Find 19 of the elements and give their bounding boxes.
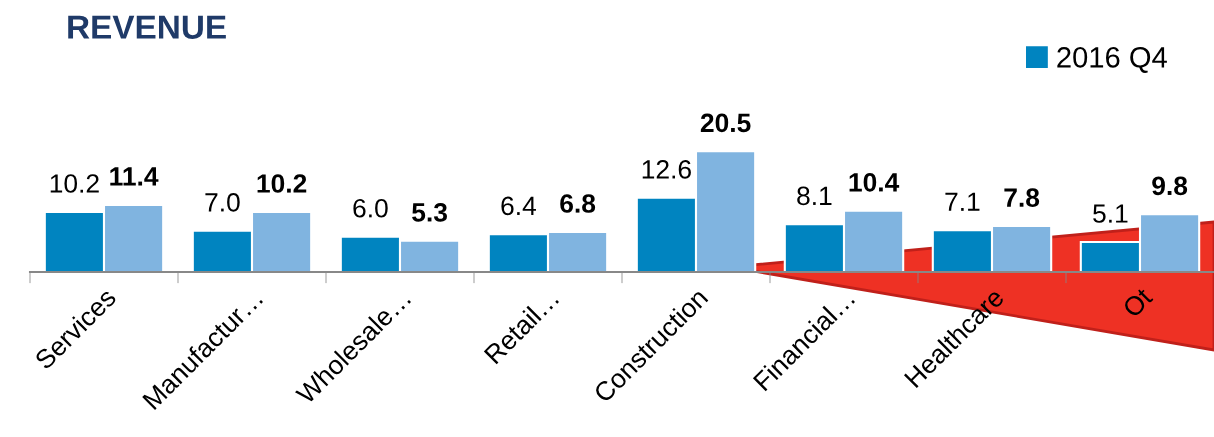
data-label: 5.1 bbox=[1093, 204, 1128, 223]
x-tick-label: Ot bbox=[1121, 286, 1154, 319]
data-label: 8.1 bbox=[797, 186, 832, 206]
data-label: 9.8 bbox=[1152, 176, 1188, 196]
data-label: 10.2 bbox=[257, 174, 307, 193]
data-label: 20.5 bbox=[700, 113, 751, 133]
data-label: 5.3 bbox=[412, 203, 447, 222]
data-label: 11.4 bbox=[110, 167, 159, 186]
data-label: 6.4 bbox=[501, 196, 536, 216]
data-label: 10.4 bbox=[849, 172, 900, 192]
data-label: 6.8 bbox=[560, 194, 596, 213]
data-label: 6.0 bbox=[353, 198, 388, 218]
chart-title: REVENUE bbox=[68, 15, 226, 39]
data-label: 7.0 bbox=[205, 193, 240, 212]
legend-label: 2016 Q4 bbox=[1057, 47, 1167, 73]
data-label: 10.2 bbox=[50, 174, 99, 193]
data-label: 7.8 bbox=[1004, 188, 1040, 207]
data-label: 7.1 bbox=[945, 192, 980, 211]
data-label: 12.6 bbox=[642, 160, 691, 179]
